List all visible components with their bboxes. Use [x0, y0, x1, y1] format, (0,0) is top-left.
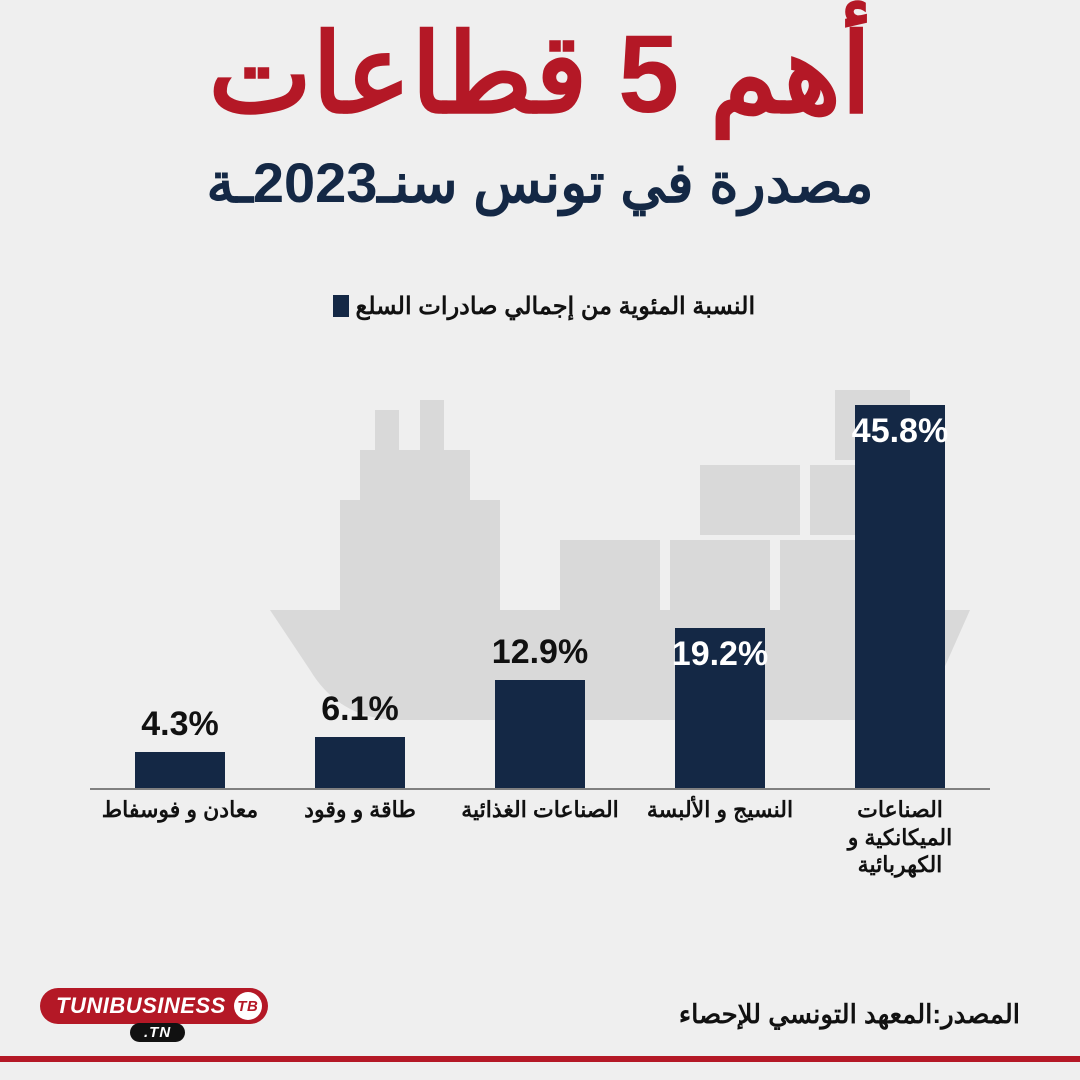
bars-container: 45.8% 19.2%12.9%6.1%4.3%: [90, 370, 990, 788]
legend: النسبة المئوية من إجمالي صادرات السلع: [0, 292, 1080, 321]
bar-column: 12.9%: [450, 370, 630, 788]
brand-name: TUNIBUSINESS: [56, 993, 226, 1019]
bar: [495, 680, 585, 788]
bar-value: 4.3%: [90, 705, 270, 744]
x-label: الصناعات الميكانكية و الكهربائية: [810, 790, 990, 860]
bar-column: 6.1%: [270, 370, 450, 788]
source-text: المعهد التونسي للإحصاء: [679, 999, 933, 1029]
bar-value: 6.1%: [270, 690, 450, 729]
bar-value: 45.8%: [810, 412, 990, 451]
headline-subtitle: مصدرة في تونس سنـ2023ـة: [0, 150, 1080, 216]
x-label: معادن و فوسفاط: [90, 790, 270, 860]
bar: [135, 752, 225, 788]
bar-column: 45.8%: [810, 370, 990, 788]
legend-label: النسبة المئوية من إجمالي صادرات السلع: [356, 293, 756, 320]
plot-area: 45.8% 19.2%12.9%6.1%4.3%: [90, 370, 990, 790]
headline-title: أهم 5 قطاعات: [0, 10, 1080, 138]
bar-value: 19.2%: [630, 635, 810, 674]
brand-logo: TUNIBUSINESS TB .TN: [40, 988, 268, 1042]
bar: [855, 405, 945, 788]
x-label: النسيج و الألبسة: [630, 790, 810, 860]
x-axis-labels: الصناعات الميكانكية و الكهربائيةالنسيج و…: [90, 790, 990, 860]
legend-swatch-icon: [333, 295, 349, 317]
brand-pill: TUNIBUSINESS TB: [40, 988, 268, 1024]
brand-tld: .TN: [130, 1023, 185, 1042]
x-label: طاقة و وقود: [270, 790, 450, 860]
bar: [315, 737, 405, 788]
brand-badge: TB: [234, 992, 262, 1020]
bar-column: 4.3%: [90, 370, 270, 788]
chart: 45.8% 19.2%12.9%6.1%4.3% الصناعات الميكان…: [90, 370, 990, 860]
bar-column: 19.2%: [630, 370, 810, 788]
source-prefix: المصدر:: [932, 999, 1020, 1029]
x-label: الصناعات الغذائية: [450, 790, 630, 860]
source-line: المصدر:المعهد التونسي للإحصاء: [679, 999, 1020, 1030]
footer-accent-bar: [0, 1056, 1080, 1062]
bar-value: 12.9%: [450, 633, 630, 672]
